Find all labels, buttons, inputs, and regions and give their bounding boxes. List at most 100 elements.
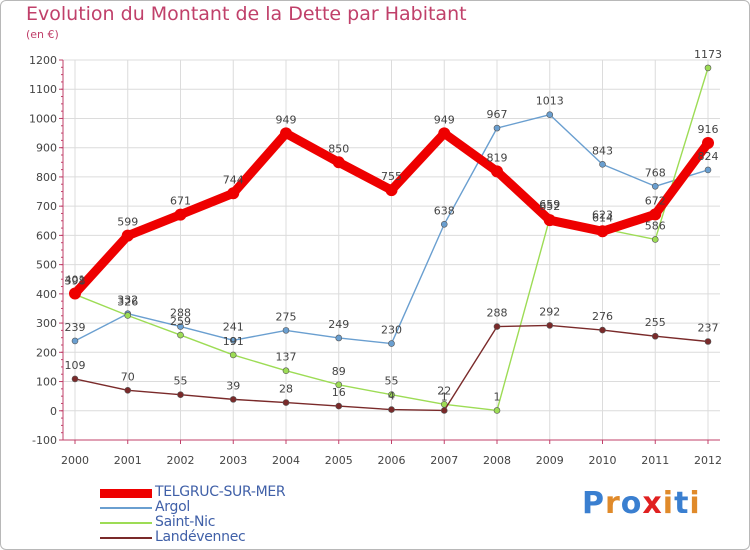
data-label: 401 bbox=[65, 274, 86, 287]
data-label: 1 bbox=[494, 390, 501, 403]
data-label: 843 bbox=[592, 144, 613, 157]
y-tick-label: 1100 bbox=[29, 83, 57, 96]
data-point bbox=[599, 161, 606, 168]
data-point bbox=[227, 187, 240, 200]
data-label: 652 bbox=[539, 200, 560, 213]
data-label: 288 bbox=[487, 307, 508, 320]
data-label: 916 bbox=[698, 123, 719, 136]
legend-label-telgruc: TELGRUC-SUR-MER bbox=[155, 484, 286, 500]
y-tick-label: 300 bbox=[36, 317, 57, 330]
data-point bbox=[649, 208, 662, 221]
logo-letter: x bbox=[642, 486, 663, 521]
data-point bbox=[124, 312, 132, 319]
data-label: 191 bbox=[223, 335, 244, 348]
data-label: 755 bbox=[381, 170, 402, 183]
y-tick-label: 1000 bbox=[29, 112, 57, 125]
data-label: 28 bbox=[279, 383, 293, 396]
data-label: 249 bbox=[328, 318, 349, 331]
data-label: 288 bbox=[170, 307, 191, 320]
y-tick-label: 1200 bbox=[29, 54, 57, 67]
data-point bbox=[388, 406, 395, 413]
data-point bbox=[124, 387, 132, 394]
data-point bbox=[335, 381, 343, 389]
logo-letter: o bbox=[620, 486, 643, 521]
y-tick-label: 100 bbox=[36, 376, 57, 389]
data-point bbox=[280, 127, 292, 140]
data-label: 1 bbox=[441, 390, 448, 403]
data-point bbox=[71, 375, 79, 383]
data-point bbox=[335, 334, 343, 342]
data-label: 255 bbox=[645, 316, 666, 329]
data-label: 275 bbox=[276, 310, 297, 323]
data-point bbox=[704, 338, 712, 345]
data-label: 332 bbox=[117, 294, 138, 307]
y-tick-label: 500 bbox=[36, 259, 57, 272]
data-label: 659 bbox=[539, 198, 560, 211]
x-tick-label: 2000 bbox=[61, 454, 89, 467]
data-point bbox=[69, 287, 81, 300]
legend-swatch-telgruc bbox=[100, 488, 152, 498]
data-label: 22 bbox=[437, 384, 451, 397]
data-label: 4 bbox=[388, 390, 395, 403]
legend-label-landevennec: Landévennec bbox=[155, 529, 246, 545]
data-label: 1173 bbox=[694, 48, 722, 61]
data-point bbox=[229, 396, 237, 403]
data-point bbox=[335, 402, 343, 410]
x-tick-label: 2007 bbox=[430, 454, 458, 467]
logo-letter: i bbox=[689, 486, 701, 521]
legend-swatch-landevennec bbox=[100, 536, 152, 539]
legend-label-argol: Argol bbox=[155, 499, 190, 515]
data-point bbox=[229, 337, 237, 344]
data-label: 39 bbox=[226, 379, 240, 392]
data-label: 239 bbox=[65, 321, 86, 334]
data-label: 949 bbox=[434, 113, 455, 126]
legend-label-saint-nic: Saint-Nic bbox=[155, 514, 216, 530]
x-tick-label: 2005 bbox=[325, 454, 353, 467]
data-label: 1013 bbox=[536, 95, 564, 108]
data-point bbox=[177, 391, 184, 398]
data-label: 259 bbox=[170, 315, 191, 328]
data-point bbox=[493, 323, 501, 330]
x-tick-label: 2010 bbox=[589, 454, 617, 467]
data-label: 949 bbox=[276, 113, 297, 126]
y-tick-label: 0 bbox=[50, 405, 57, 418]
data-point bbox=[440, 407, 448, 414]
data-label: 819 bbox=[487, 151, 508, 164]
data-label: 70 bbox=[121, 370, 135, 383]
data-point bbox=[651, 182, 659, 190]
data-point bbox=[282, 367, 290, 375]
data-label: 326 bbox=[117, 295, 138, 308]
data-point bbox=[704, 166, 712, 174]
data-point bbox=[543, 214, 556, 227]
data-point bbox=[702, 137, 714, 150]
data-label: 824 bbox=[698, 150, 719, 163]
data-point bbox=[282, 327, 290, 334]
data-label: 614 bbox=[592, 211, 613, 224]
y-tick-label: 600 bbox=[36, 229, 57, 242]
legend-swatch-saint-nic bbox=[100, 521, 152, 524]
data-label: 623 bbox=[592, 209, 613, 222]
chart-subtitle: (en €) bbox=[26, 28, 59, 41]
data-label: 768 bbox=[645, 166, 666, 179]
data-point bbox=[229, 351, 237, 359]
x-tick-label: 2012 bbox=[694, 454, 722, 467]
data-point bbox=[546, 322, 554, 329]
data-point bbox=[388, 340, 395, 347]
y-tick-label: 700 bbox=[36, 200, 57, 213]
data-label: 230 bbox=[381, 324, 402, 337]
data-label: 744 bbox=[223, 173, 244, 186]
data-point bbox=[491, 165, 503, 178]
data-label: 137 bbox=[276, 351, 297, 364]
data-point bbox=[332, 156, 345, 169]
x-tick-label: 2006 bbox=[378, 454, 406, 467]
data-point bbox=[385, 184, 398, 197]
data-label: 89 bbox=[332, 365, 346, 378]
data-label: 671 bbox=[170, 195, 191, 208]
data-point bbox=[493, 407, 501, 414]
x-tick-label: 2002 bbox=[167, 454, 195, 467]
data-point bbox=[388, 391, 395, 398]
data-label: 16 bbox=[332, 386, 346, 399]
logo-letter: t bbox=[674, 486, 690, 521]
data-label: 586 bbox=[645, 219, 666, 232]
data-label: 672 bbox=[645, 194, 666, 207]
